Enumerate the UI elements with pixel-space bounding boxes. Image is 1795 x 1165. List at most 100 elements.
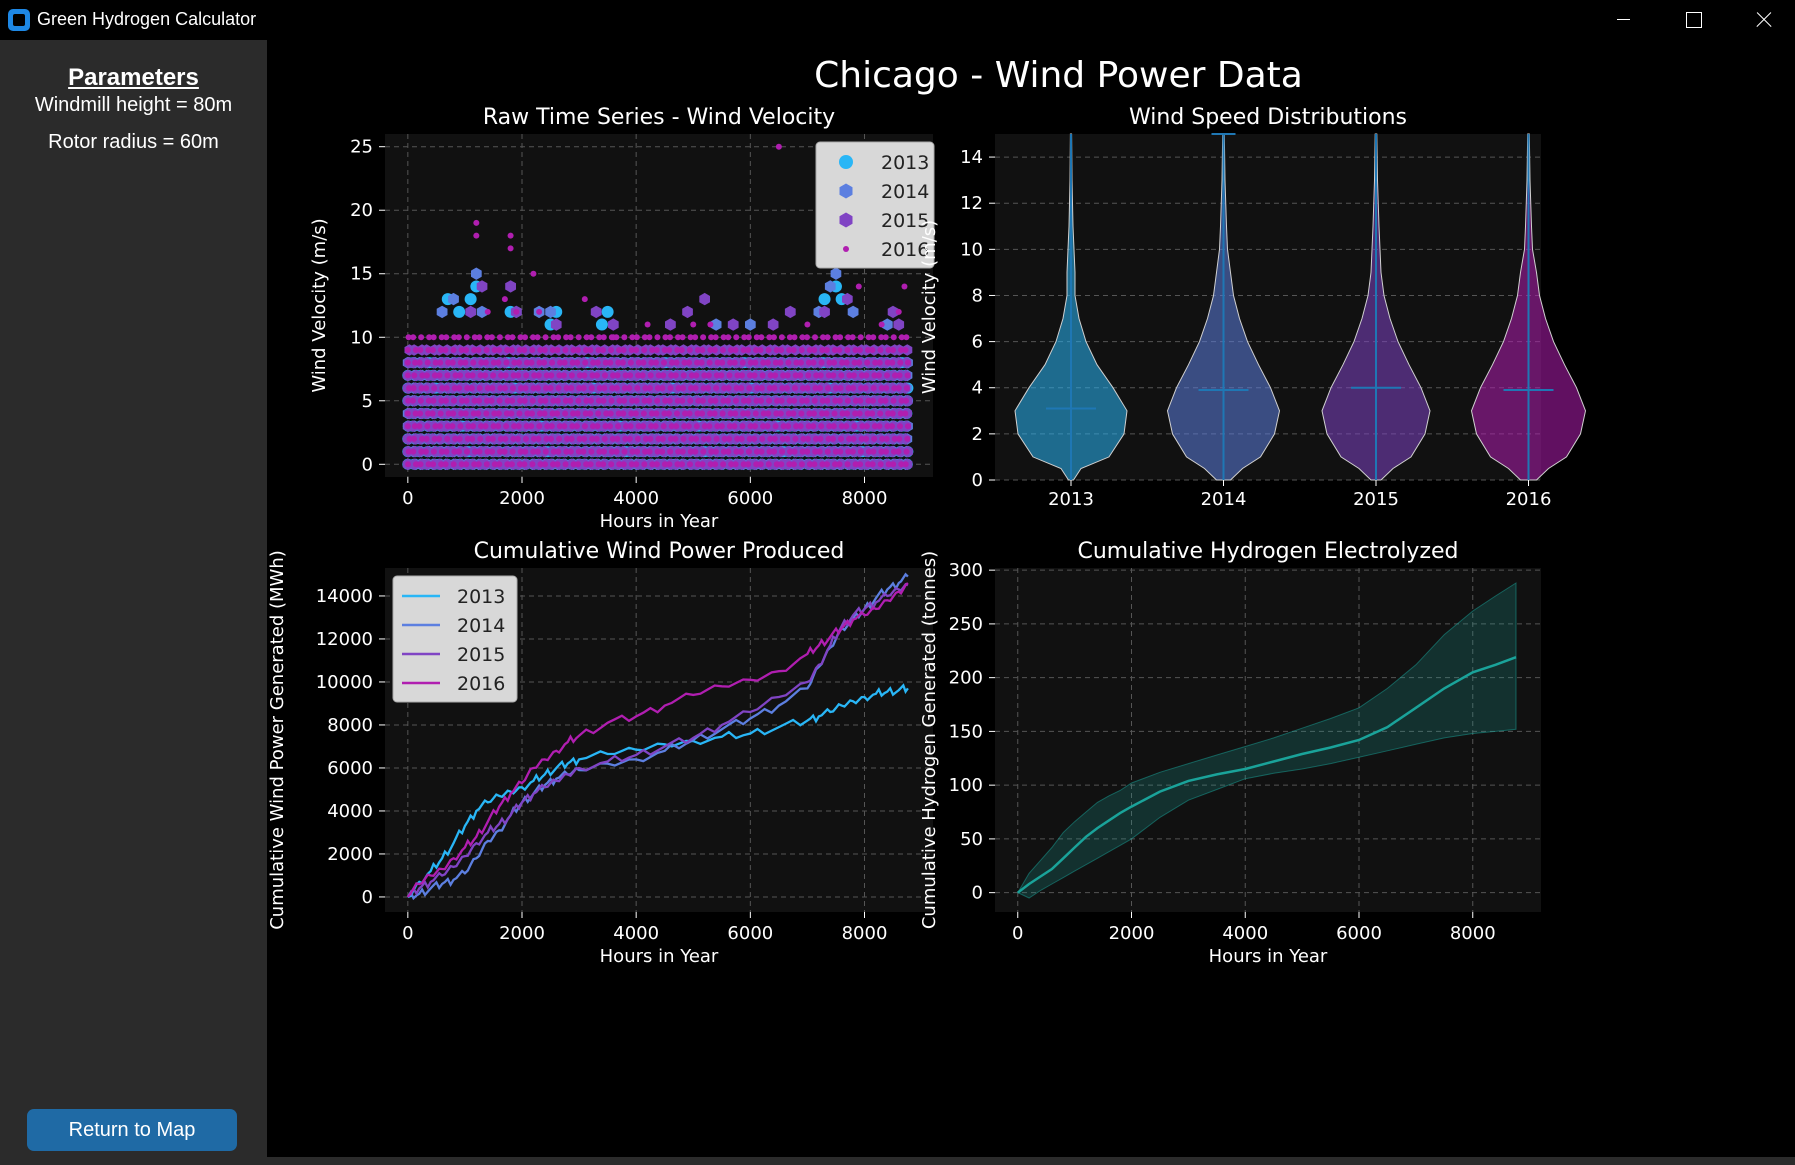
scatter-point xyxy=(530,448,537,455)
scatter-point xyxy=(476,397,483,404)
scatter-point xyxy=(760,423,767,430)
scatter-point xyxy=(858,372,865,379)
scatter-point xyxy=(772,359,779,366)
scatter-point xyxy=(672,372,679,379)
scatter-point xyxy=(824,280,836,293)
scatter-point xyxy=(574,359,581,366)
scatter-point xyxy=(701,435,708,442)
scatter-point xyxy=(679,448,686,455)
scatter-point xyxy=(468,385,475,392)
scatter-point xyxy=(514,435,521,442)
scatter-point xyxy=(541,359,548,366)
scatter-point xyxy=(897,410,904,417)
return-to-map-button[interactable]: Return to Map xyxy=(27,1109,237,1151)
scatter-point xyxy=(535,435,542,442)
scatter-point xyxy=(753,334,760,341)
scatter-point xyxy=(543,435,550,442)
x-tick-label: 0 xyxy=(1012,923,1023,944)
scatter-point xyxy=(635,372,642,379)
scatter-point xyxy=(477,435,484,442)
scatter-point xyxy=(714,359,721,366)
scatter-point xyxy=(875,372,882,379)
scatter-point xyxy=(831,461,838,468)
scatter-point xyxy=(877,346,884,353)
scatter-point xyxy=(455,334,462,341)
scatter-point xyxy=(662,334,669,341)
scatter-point xyxy=(521,397,528,404)
scatter-point xyxy=(496,334,503,341)
scatter-point xyxy=(673,423,680,430)
scatter-point xyxy=(726,423,733,430)
scatter-point xyxy=(856,359,863,366)
scatter-point xyxy=(600,461,607,468)
minimize-button[interactable] xyxy=(1588,0,1658,40)
scatter-point xyxy=(575,461,582,468)
scatter-point xyxy=(600,334,607,341)
scatter-point xyxy=(560,372,567,379)
scatter-point xyxy=(869,461,876,468)
scatter-point xyxy=(819,305,830,319)
scatter-point xyxy=(687,448,694,455)
scatter-point xyxy=(857,461,864,468)
scatter-point xyxy=(745,334,752,341)
scatter-point xyxy=(511,423,518,430)
x-tick-label: 8000 xyxy=(842,923,888,944)
scatter-point xyxy=(609,435,616,442)
scatter-point xyxy=(581,435,588,442)
scatter-point xyxy=(871,435,878,442)
scatter-point xyxy=(844,410,851,417)
scatter-point xyxy=(648,423,655,430)
scatter-point xyxy=(855,283,862,290)
scatter-point xyxy=(426,334,433,341)
scatter-point xyxy=(404,410,411,417)
scatter-point xyxy=(693,435,700,442)
scatter-point xyxy=(510,435,517,442)
scatter-point xyxy=(568,372,575,379)
scatter-point xyxy=(497,435,504,442)
x-tick-label: 2013 xyxy=(1048,489,1094,510)
scatter-point xyxy=(890,448,897,455)
scatter-point xyxy=(471,397,478,404)
scatter-point xyxy=(501,296,508,303)
scatter-point xyxy=(680,385,687,392)
scatter-point xyxy=(594,372,601,379)
scatter-point xyxy=(852,461,859,468)
y-axis-label-1: Wind Velocity (m/s) xyxy=(309,218,330,392)
scatter-point xyxy=(707,346,714,353)
scatter-point xyxy=(845,385,852,392)
scatter-point xyxy=(471,461,478,468)
x-tick-label: 2000 xyxy=(499,923,545,944)
scatter-point xyxy=(653,346,660,353)
scatter-point xyxy=(622,435,629,442)
x-tick-label: 6000 xyxy=(1336,923,1382,944)
scatter-point xyxy=(412,346,419,353)
scatter-point xyxy=(836,397,843,404)
scatter-point xyxy=(610,334,617,341)
scatter-point xyxy=(554,410,561,417)
scatter-point xyxy=(595,461,602,468)
scatter-point xyxy=(779,385,786,392)
scatter-point xyxy=(898,461,905,468)
scatter-point xyxy=(430,461,437,468)
scatter-point xyxy=(785,410,792,417)
scatter-point xyxy=(838,423,845,430)
scatter-point xyxy=(458,461,465,468)
scatter-point xyxy=(567,397,574,404)
scatter-point xyxy=(581,372,588,379)
scatter-point xyxy=(818,410,825,417)
scatter-point xyxy=(849,448,856,455)
maximize-button[interactable] xyxy=(1657,0,1727,40)
scatter-point xyxy=(536,359,543,366)
close-button[interactable] xyxy=(1726,0,1795,40)
scatter-point xyxy=(442,346,449,353)
scatter-point xyxy=(843,423,850,430)
scatter-point xyxy=(688,385,695,392)
scatter-point xyxy=(713,385,720,392)
scatter-point xyxy=(469,435,476,442)
chart-title-4: Cumulative Hydrogen Electrolyzed xyxy=(1077,539,1458,564)
scatter-point xyxy=(830,423,837,430)
scatter-point xyxy=(852,346,859,353)
scatter-point xyxy=(725,448,732,455)
scatter-point xyxy=(877,397,884,404)
scatter-point xyxy=(753,461,760,468)
